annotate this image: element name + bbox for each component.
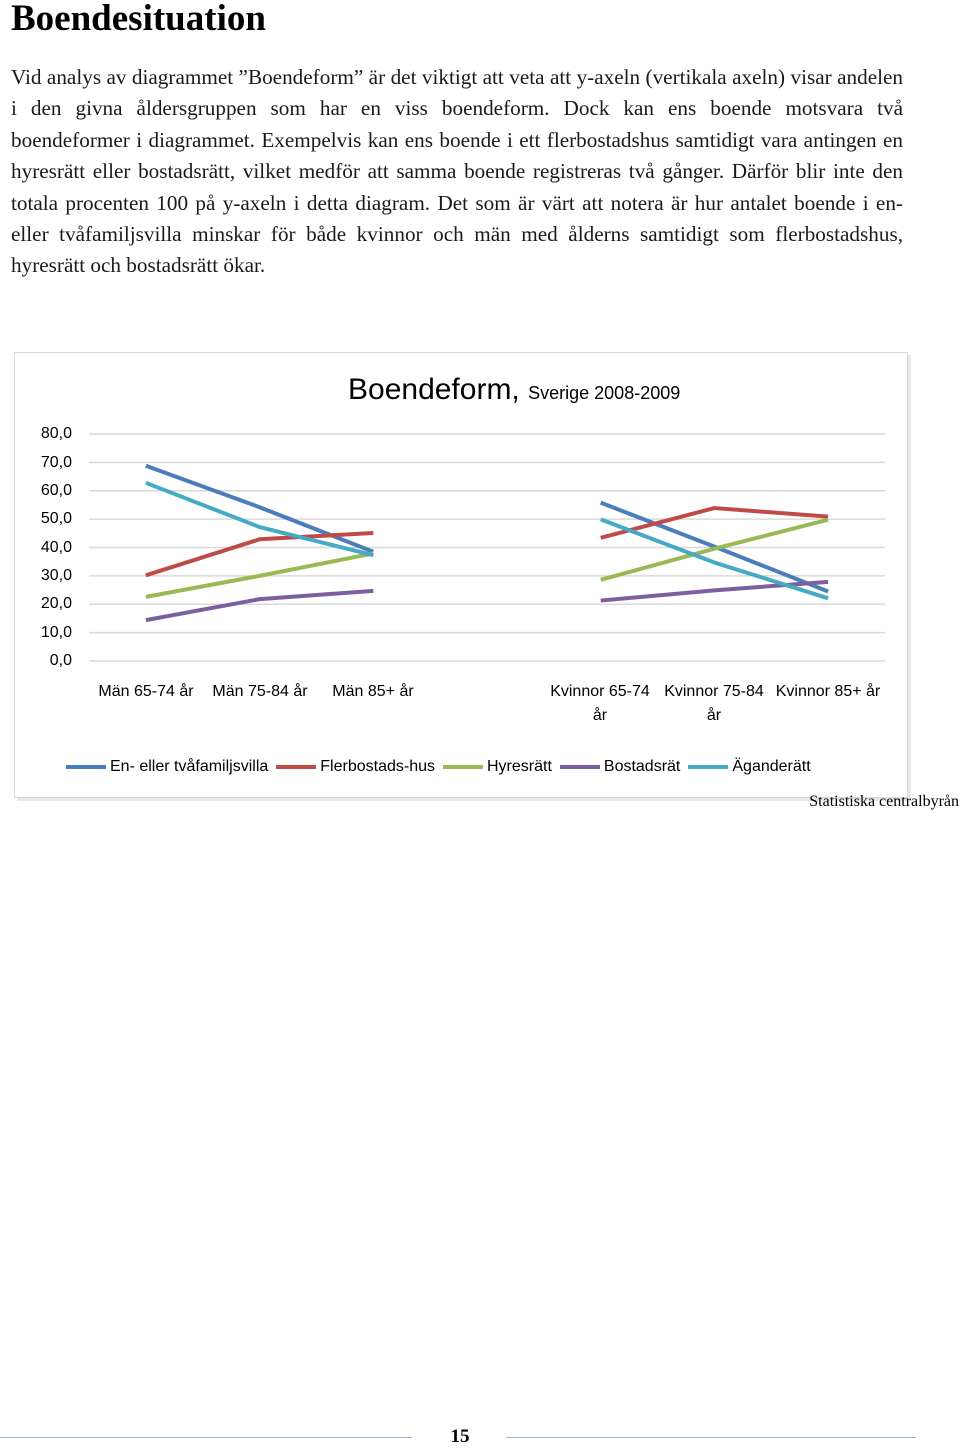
legend-swatch — [442, 765, 483, 769]
series-line — [145, 480, 374, 558]
y-tick-label: 40,0 — [40, 539, 72, 556]
y-tick-label: 10,0 — [40, 624, 72, 641]
y-tick-label: 80,0 — [40, 425, 72, 442]
x-tick-label: Kvinnor 85+ år — [775, 683, 881, 700]
series-line — [600, 517, 829, 582]
series-line — [145, 588, 374, 623]
footer-rule-left — [0, 1437, 412, 1438]
chart-title: Boendeform, — [348, 373, 520, 406]
y-tick-label: 50,0 — [40, 510, 72, 527]
legend-item: Bostadsrät — [559, 758, 681, 776]
y-tick-label: 30,0 — [40, 567, 72, 584]
legend-swatch — [688, 765, 729, 769]
legend-item: Hyresrätt — [442, 758, 552, 776]
y-tick-label: 0,0 — [49, 652, 72, 669]
series-line — [600, 517, 829, 601]
series-line — [145, 531, 374, 578]
page-heading: Boendesituation — [11, 0, 266, 39]
legend-swatch — [276, 765, 317, 769]
legend-item: Äganderätt — [688, 758, 811, 776]
legend-swatch — [559, 765, 600, 769]
series-line — [145, 551, 374, 599]
x-tick-label: Män 65-74 år — [98, 683, 194, 700]
legend-label: Bostadsrät — [603, 758, 681, 775]
footer-rule-right — [506, 1437, 916, 1438]
legend-label: Äganderätt — [732, 758, 811, 775]
chart-title-block: Boendeform, Sverige 2008-2009 — [348, 370, 680, 413]
source-credit: Statistiska centralbyrån — [809, 793, 959, 810]
legend-item: Flerbostads-hus — [276, 758, 435, 776]
legend-label: Hyresrätt — [486, 758, 552, 775]
y-tick-label: 60,0 — [40, 482, 72, 499]
legend-swatch — [66, 765, 106, 769]
legend-label: En- eller tvåfamiljsvilla — [110, 758, 269, 775]
y-tick-label: 70,0 — [40, 454, 72, 471]
y-tick-label: 20,0 — [40, 595, 72, 612]
chart-legend: En- eller tvåfamiljsvilla Flerbostads-hu… — [66, 754, 819, 780]
legend-item: En- eller tvåfamiljsvilla — [66, 758, 268, 776]
body-paragraph: Vid analys av diagrammet ”Boendeform” är… — [11, 65, 903, 278]
series-line — [600, 579, 829, 603]
chart-subtitle: Sverige 2008-2009 — [528, 383, 681, 403]
x-tick-label: Män 75-84 år — [212, 683, 308, 700]
x-tick-label: Män 85+ år — [332, 683, 414, 700]
series-line — [600, 506, 829, 540]
legend-label: Flerbostads-hus — [320, 758, 435, 775]
x-tick-label: Kvinnor 75-84 år — [664, 683, 764, 724]
x-tick-label: Kvinnor 65-74 år — [550, 683, 650, 724]
page-number: 15 — [450, 1426, 470, 1447]
